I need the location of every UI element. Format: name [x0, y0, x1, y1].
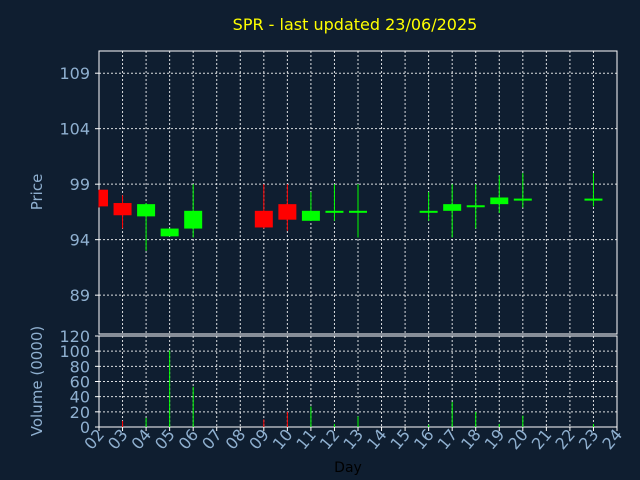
price-tick-label: 94 — [70, 231, 90, 250]
candle-body-16 — [419, 210, 438, 213]
price-axis-label: Price — [28, 174, 46, 211]
volume-tick-label: 60 — [70, 373, 90, 392]
volume-tick-label: 0 — [80, 418, 90, 437]
candle-body-02 — [99, 189, 108, 207]
chart-title: SPR - last updated 23/06/2025 — [233, 15, 478, 34]
candle-body-03 — [113, 203, 132, 216]
candle-body-23 — [584, 198, 603, 201]
candle-body-06 — [184, 210, 203, 229]
volume-tick-label: 80 — [70, 357, 90, 376]
candle-body-05 — [160, 228, 179, 237]
volume-tick-label: 40 — [70, 388, 90, 407]
price-tick-label: 104 — [59, 120, 90, 139]
price-tick-label: 89 — [70, 286, 90, 305]
volume-axis-label: Volume (0000) — [28, 326, 46, 436]
price-tick-label: 109 — [59, 64, 90, 83]
candle-body-18 — [466, 205, 485, 208]
volume-tick-label: 120 — [59, 327, 90, 346]
candle-body-20 — [513, 198, 532, 201]
day-axis-label: Day — [334, 460, 362, 476]
price-tick-label: 99 — [70, 175, 90, 194]
candle-body-19 — [490, 197, 509, 205]
volume-tick-label: 100 — [59, 342, 90, 361]
candle-body-12 — [325, 210, 344, 213]
candle-body-09 — [254, 210, 273, 228]
candle-body-10 — [278, 204, 297, 220]
candle-body-13 — [349, 210, 367, 213]
price-panel: 89 94 99 104 109 — [59, 50, 618, 335]
volume-tick-label: 20 — [70, 403, 90, 422]
candle-body-17 — [443, 204, 462, 211]
candle-body-11 — [301, 210, 320, 221]
candle-body-04 — [137, 204, 156, 217]
